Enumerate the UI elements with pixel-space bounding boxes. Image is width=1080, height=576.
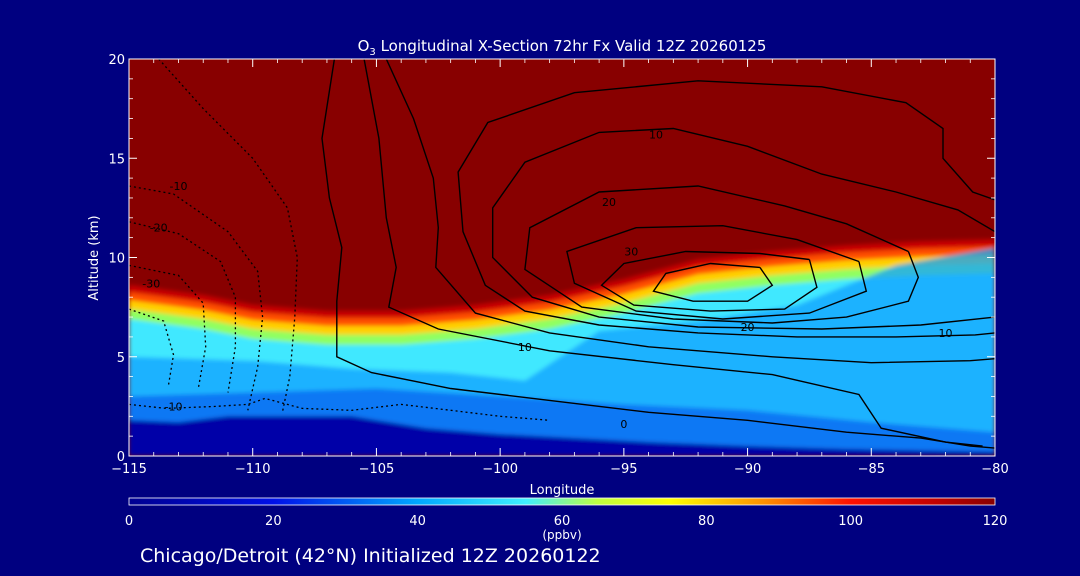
colorbar-tick-label: 20 — [265, 514, 282, 529]
colorbar-tick-label: 60 — [554, 514, 571, 529]
wind-contour — [363, 59, 983, 447]
negative-wind-contour — [129, 185, 264, 411]
colorbar-tick-label: 100 — [838, 514, 863, 529]
y-axis-label: Altitude (km) — [87, 215, 102, 300]
wind-contour — [566, 224, 868, 320]
contour-label: 30 — [624, 246, 638, 259]
colorbar: 0 20 40 60 80 100 120 (ppbv) — [125, 497, 1008, 542]
contour-label: 10 — [518, 341, 532, 354]
x-tick-label: −95 — [610, 462, 637, 477]
x-tick-label: −85 — [858, 462, 885, 477]
contour-label: 20 — [602, 196, 616, 209]
colorbar-tick-label: 80 — [698, 514, 715, 529]
wind-contour — [385, 59, 995, 364]
x-tick-label: −100 — [482, 462, 518, 477]
x-tick-label: −80 — [981, 462, 1008, 477]
contour-label: -10 — [170, 180, 188, 193]
wind-contour — [652, 262, 774, 302]
colorbar-scale — [128, 497, 996, 506]
x-tick-label: −115 — [111, 462, 147, 477]
y-tick-label: 0 — [117, 450, 125, 465]
negative-wind-contour — [129, 264, 207, 389]
wind-contour — [524, 185, 920, 324]
colorbar-tick-label: 120 — [983, 514, 1008, 529]
contour-label: -20 — [150, 222, 168, 235]
y-tick-label: 20 — [108, 53, 125, 68]
wind-contours: 0 10 10 10 20 20 30 -10 -20 -30 -10 — [129, 59, 995, 449]
y-tick-label: 15 — [108, 152, 125, 167]
contour-label: 10 — [649, 128, 663, 141]
x-tick-label: −105 — [359, 462, 395, 477]
contour-label: 0 — [620, 418, 627, 431]
tropopause-edge — [129, 238, 995, 313]
y-tick-label: 10 — [108, 252, 125, 267]
colorbar-tick-label: 0 — [125, 514, 133, 529]
contour-label: 20 — [741, 321, 755, 334]
y-tick-label: 5 — [117, 351, 125, 366]
x-tick-label: −90 — [734, 462, 761, 477]
negative-wind-contour — [129, 221, 237, 393]
x-axis-label: Longitude — [530, 483, 595, 498]
chart-title: O3 Longitudinal X-Section 72hr Fx Valid … — [358, 37, 767, 58]
negative-wind-contour — [129, 308, 175, 385]
wind-contour — [600, 250, 818, 312]
footer-initialization-text: Chicago/Detroit (42°N) Initialized 12Z 2… — [140, 545, 601, 567]
colorbar-ticks: 0 20 40 60 80 100 120 — [125, 514, 1008, 529]
colorbar-tick-label: 40 — [409, 514, 426, 529]
colorbar-unit-label: (ppbv) — [542, 528, 581, 542]
negative-wind-contour — [129, 397, 550, 421]
contour-label: 10 — [939, 327, 953, 340]
boundary-layer-fill — [129, 416, 995, 456]
wind-contour — [457, 80, 995, 338]
wind-contour — [492, 127, 995, 330]
x-tick-label: −110 — [235, 462, 271, 477]
axes: −115 −110 −105 −100 −95 −90 −85 −80 0 5 10 15 20 — [108, 53, 1008, 477]
contour-label: -30 — [142, 277, 160, 290]
contour-label: -10 — [165, 400, 183, 413]
wind-contour — [321, 59, 995, 449]
ozone-field — [129, 238, 995, 456]
